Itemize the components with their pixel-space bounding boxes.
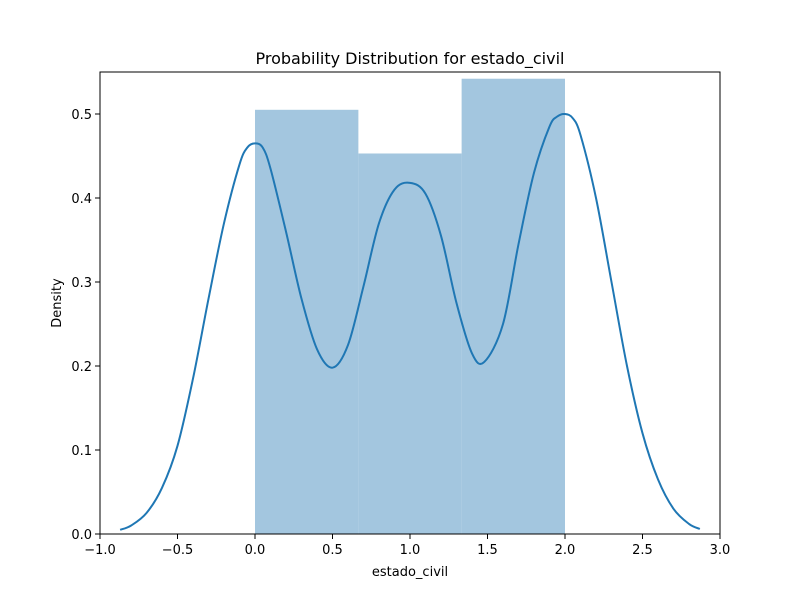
x-tick-label: 2.5 [632, 543, 653, 558]
y-tick-label: 0.5 [71, 108, 92, 123]
y-tick-label: 0.3 [71, 276, 92, 291]
x-tick-label: 0.5 [322, 543, 343, 558]
chart-title: Probability Distribution for estado_civi… [256, 49, 565, 69]
histogram-bar [358, 153, 462, 535]
kde-curve [119, 112, 701, 531]
x-tick-label: 3.0 [710, 543, 731, 558]
x-tick-label: 1.5 [477, 543, 498, 558]
y-axis-ticks: 0.0 0.1 0.2 0.3 0.4 0.5 [71, 108, 100, 543]
x-axis-ticks: −1.0 −0.5 0.0 0.5 1.0 1.5 2.0 2.5 3.0 [84, 534, 730, 558]
y-tick-label: 0.2 [71, 360, 92, 375]
histogram-bar [255, 109, 359, 535]
y-tick-label: 0.0 [71, 528, 92, 543]
x-tick-label: 1.0 [400, 543, 421, 558]
y-tick-label: 0.4 [71, 192, 92, 207]
histogram-bars [255, 78, 565, 535]
x-tick-label: −1.0 [84, 543, 116, 558]
x-axis-label: estado_civil [372, 565, 448, 580]
y-axis-label: Density [50, 278, 65, 328]
x-tick-label: 2.0 [555, 543, 576, 558]
x-tick-label: −0.5 [162, 543, 194, 558]
x-tick-label: 0.0 [245, 543, 266, 558]
y-tick-label: 0.1 [71, 444, 92, 459]
kde-curve-group [119, 112, 701, 531]
histogram-bar [461, 78, 565, 534]
